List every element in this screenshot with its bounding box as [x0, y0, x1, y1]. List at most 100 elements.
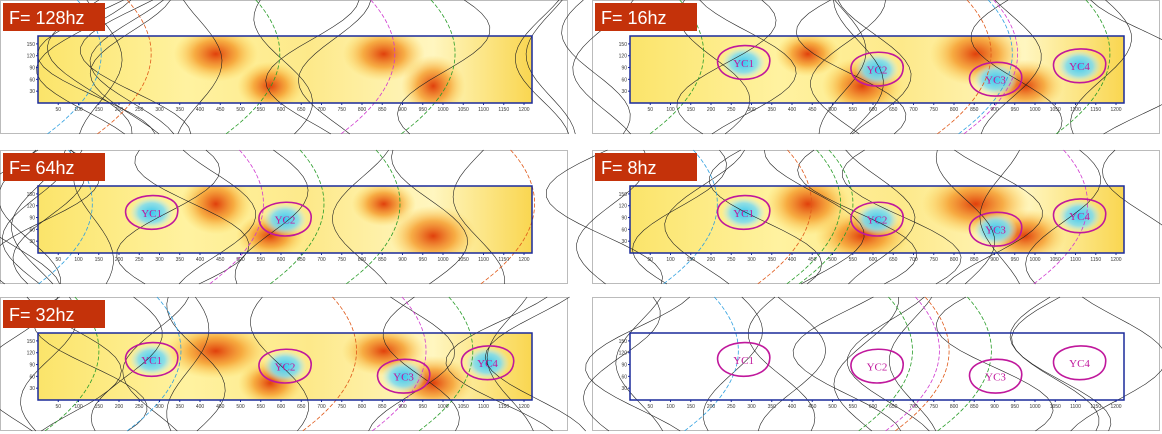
x-tick-label: 1100: [1070, 404, 1081, 410]
cold-spot: [973, 63, 1018, 96]
x-tick-label: 700: [317, 404, 326, 410]
contour-line: [833, 0, 884, 135]
x-tick-label: 750: [338, 107, 347, 113]
zone-label: YC4: [1069, 61, 1090, 73]
cold-spot: [263, 350, 307, 383]
dashed-line: [340, 0, 396, 135]
contour-line: [1070, 0, 1132, 135]
x-tick-label: 750: [338, 404, 347, 410]
x-tick-label: 50: [55, 257, 61, 263]
x-tick-label: 250: [727, 257, 736, 263]
contour-line: [134, 149, 250, 285]
dashed-line: [937, 296, 992, 432]
contour-line: [250, 296, 309, 432]
x-tick-label: 450: [808, 257, 817, 263]
dashed-line: [480, 149, 535, 285]
x-tick-label: 900: [398, 404, 407, 410]
x-tick-label: 300: [155, 404, 164, 410]
cold-spot: [1057, 200, 1102, 233]
x-tick-label: 100: [74, 107, 83, 113]
contour-line: [1025, 149, 1101, 285]
x-tick-label: 1050: [1050, 404, 1061, 410]
contour-line: [702, 296, 763, 432]
zone-outline: [968, 211, 1023, 247]
zone-label: YC2: [275, 362, 296, 374]
x-tick-label: 1200: [518, 404, 529, 410]
contour-line: [585, 296, 690, 432]
x-tick-label: 550: [257, 257, 266, 263]
x-tick-label: 700: [317, 107, 326, 113]
y-tick-label: 60: [621, 374, 627, 380]
x-tick-label: 250: [135, 257, 144, 263]
zone-label: YC1: [733, 58, 754, 70]
x-tick-label: 200: [115, 257, 124, 263]
hot-spot: [389, 205, 477, 253]
dashed-line: [894, 296, 950, 432]
x-tick-label: 1150: [498, 404, 509, 410]
zone-outline: [376, 358, 431, 394]
x-tick-label: 950: [419, 404, 428, 410]
x-tick-label: 150: [687, 107, 696, 113]
contour-line: [583, 296, 661, 432]
dashed-line: [936, 0, 992, 135]
x-tick-label: 850: [970, 107, 979, 113]
contour-line: [0, 149, 60, 285]
x-tick-label: 600: [869, 257, 878, 263]
y-tick-label: 150: [619, 339, 628, 345]
panel: 50 100 150 200 250 300 350 400 450 500 550 600 650 70…: [546, 149, 1162, 285]
dashed-line: [1055, 0, 1111, 135]
y-tick-label: 150: [619, 192, 628, 198]
y-tick-label: 60: [29, 77, 35, 83]
zone-label: YC1: [733, 208, 754, 220]
x-tick-label: 50: [647, 107, 653, 113]
contour-line: [452, 149, 505, 285]
zone-label: YC3: [985, 75, 1006, 87]
x-tick-label: 800: [358, 257, 367, 263]
dashed-line: [400, 0, 456, 135]
x-tick-label: 150: [95, 404, 104, 410]
x-tick-label: 550: [257, 107, 266, 113]
x-tick-label: 550: [849, 404, 858, 410]
contour-line: [546, 149, 663, 285]
contour-line: [837, 0, 912, 135]
contour-line: [764, 149, 865, 285]
frequency-label: F= 64hz: [9, 158, 75, 178]
contour-line: [116, 149, 221, 285]
contour-line: [253, 0, 313, 135]
x-tick-label: 250: [135, 107, 144, 113]
contour-line: [332, 149, 389, 285]
x-tick-label: 300: [155, 257, 164, 263]
axis-frame: [629, 35, 1125, 104]
dashed-line: [345, 149, 401, 285]
zone-label: YC1: [141, 208, 162, 220]
heatmap: [38, 36, 532, 103]
x-tick-label: 900: [398, 257, 407, 263]
x-tick-label: 850: [378, 257, 387, 263]
axis-frame: [629, 332, 1125, 401]
x-tick-label: 450: [808, 404, 817, 410]
y-tick-label: 30: [621, 89, 627, 95]
dashed-line: [757, 149, 812, 285]
zone-outline: [460, 345, 515, 381]
x-tick-label: 450: [216, 107, 225, 113]
x-tick-label: 100: [74, 257, 83, 263]
x-tick-label: 900: [990, 107, 999, 113]
x-tick-label: 900: [990, 404, 999, 410]
panel: 50 100 150 200 250 300 350 400 450 500 550 600 650 70…: [0, 0, 576, 135]
zone-label: YC2: [867, 65, 888, 77]
x-tick-label: 200: [707, 257, 716, 263]
x-tick-label: 1150: [498, 107, 509, 113]
dashed-line: [684, 296, 739, 432]
x-tick-label: 1000: [437, 404, 448, 410]
contour-line: [90, 296, 163, 432]
zone-outline: [1052, 198, 1107, 234]
zone-outline: [124, 194, 179, 231]
contour-line: [525, 0, 576, 135]
x-tick-label: 200: [707, 107, 716, 113]
contour-line: [699, 0, 797, 135]
cold-spot: [129, 343, 174, 376]
contour-line: [1011, 296, 1112, 432]
x-tick-label: 1100: [478, 257, 489, 263]
contour-line: [89, 0, 171, 135]
x-tick-label: 1000: [1029, 404, 1040, 410]
